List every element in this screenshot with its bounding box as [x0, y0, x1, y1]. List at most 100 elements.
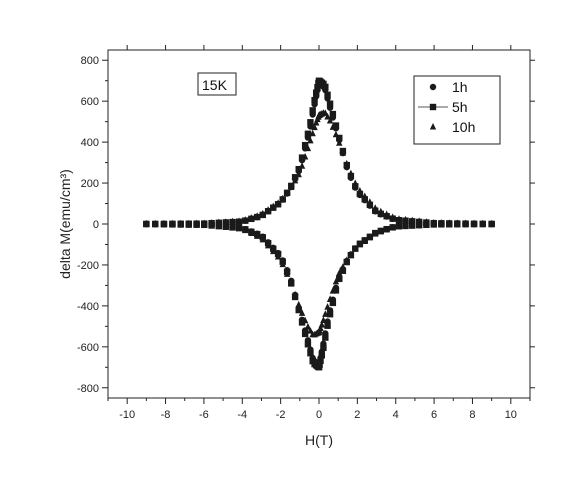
data-point	[395, 222, 403, 230]
data-point	[283, 270, 291, 277]
data-point	[402, 215, 409, 223]
data-point	[318, 321, 326, 328]
data-point	[329, 299, 337, 307]
data-point	[320, 344, 327, 352]
data-point	[301, 152, 309, 160]
data-point	[336, 139, 343, 146]
data-point	[361, 192, 368, 200]
data-point	[462, 220, 469, 227]
data-point	[322, 334, 329, 341]
annotation-frame	[197, 72, 237, 96]
data-point	[304, 144, 312, 152]
data-point	[279, 260, 286, 268]
x-axis-label: H(T)	[305, 432, 333, 448]
data-point	[295, 300, 302, 308]
data-point	[259, 209, 266, 217]
data-point	[383, 225, 390, 233]
data-point	[329, 110, 337, 118]
data-point	[352, 245, 359, 252]
axes: -10 -8 -6 -4 -2 0 2 4 6 8 10 -800 -600 -400 -200 0 200 40…	[77, 45, 535, 421]
data-point	[312, 89, 320, 96]
data-point	[438, 220, 445, 227]
data-point	[324, 112, 331, 120]
legend-item-1h: 1h	[429, 79, 468, 95]
data-point	[389, 223, 396, 231]
data-point	[259, 235, 266, 243]
data-point	[326, 311, 334, 318]
data-point	[326, 100, 334, 107]
data-point	[242, 226, 249, 234]
data-point	[366, 198, 374, 205]
data-point	[215, 218, 223, 226]
data-point	[479, 220, 486, 227]
data-point	[383, 210, 390, 218]
data-point	[322, 83, 329, 91]
x-tick-label: 6	[431, 409, 437, 421]
data-point	[270, 202, 277, 210]
x-tick-label: 4	[393, 409, 399, 421]
data-point	[324, 91, 331, 98]
data-point	[332, 122, 340, 129]
data-point	[324, 303, 331, 310]
data-point	[318, 352, 326, 359]
data-point	[185, 220, 192, 228]
y-tick-label: -800	[77, 383, 99, 395]
data-point	[298, 162, 306, 169]
x-tick-label: -6	[199, 409, 209, 421]
data-point	[307, 136, 314, 144]
data-point	[264, 206, 272, 213]
data-point	[242, 216, 249, 223]
data-point	[309, 129, 316, 137]
data-point	[291, 290, 299, 298]
data-point	[311, 96, 318, 104]
x-tick-label: 8	[469, 409, 475, 421]
data-point	[326, 116, 334, 124]
data-point	[274, 199, 282, 206]
data-point	[336, 275, 343, 283]
data-point	[222, 223, 229, 230]
legend-label: 1h	[452, 79, 468, 95]
data-point	[361, 237, 368, 244]
x-tick-label: -4	[237, 409, 247, 421]
y-tick-label: -200	[77, 260, 99, 272]
y-tick-label: 600	[81, 96, 99, 108]
y-axis-label: delta M(emu/cm³)	[57, 169, 73, 279]
y-tick-label: 800	[81, 55, 99, 67]
data-point	[295, 165, 302, 173]
data-point	[193, 220, 200, 228]
data-point	[352, 179, 359, 187]
data-point	[288, 280, 295, 287]
y-tick-label: -600	[77, 342, 99, 354]
data-point	[326, 295, 334, 302]
data-point	[415, 221, 423, 228]
data-point	[222, 218, 229, 225]
data-point	[283, 189, 291, 196]
data-point	[311, 123, 318, 131]
data-point	[248, 214, 255, 221]
data-point	[253, 212, 261, 219]
data-point	[152, 220, 159, 227]
data-point	[356, 190, 364, 198]
data-point	[160, 220, 168, 227]
data-point	[301, 316, 309, 324]
data-point	[347, 250, 355, 258]
data-point	[307, 350, 314, 357]
data-point	[322, 310, 329, 317]
legend-frame	[413, 75, 501, 145]
data-point	[298, 309, 306, 316]
data-point	[332, 130, 340, 138]
data-point	[409, 216, 416, 224]
data-point	[169, 220, 176, 228]
data-point	[366, 201, 374, 209]
data-point	[446, 220, 453, 227]
data-point	[347, 169, 355, 177]
data-point	[177, 220, 184, 228]
y-tick-label: 200	[81, 178, 99, 190]
data-point	[264, 241, 272, 249]
data-point	[274, 252, 282, 260]
data-point	[307, 119, 314, 126]
data-point	[356, 187, 364, 194]
data-point	[454, 220, 461, 227]
data-point	[329, 123, 337, 130]
